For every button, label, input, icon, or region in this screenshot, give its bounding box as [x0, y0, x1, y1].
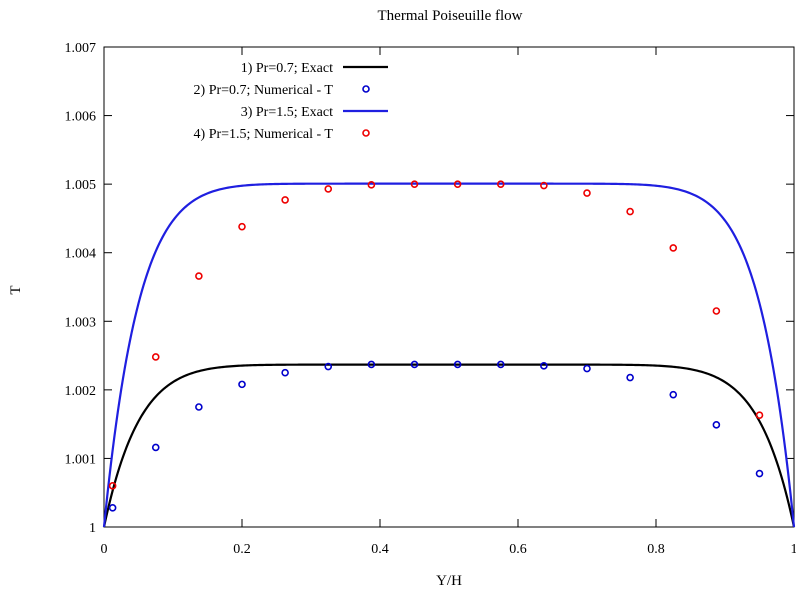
x-tick-label: 0.8	[647, 542, 665, 557]
y-axis-ticks: 1 1.001 1.002 1.003 1.004 1.005 1.006 1.007	[65, 41, 794, 536]
series-point	[755, 469, 764, 478]
series-line	[102, 182, 796, 528]
series-point	[195, 403, 203, 411]
series-layer	[102, 180, 796, 528]
series-point	[367, 360, 376, 369]
x-tick-label: 1	[791, 542, 796, 557]
series-point	[151, 353, 160, 361]
series-point	[712, 421, 721, 429]
series-point	[626, 207, 634, 216]
y-tick-label: 1.004	[65, 247, 97, 262]
series-point	[410, 180, 419, 188]
series-point	[712, 307, 721, 315]
series-point	[108, 482, 117, 490]
series-point	[626, 373, 634, 382]
plot-border	[103, 46, 795, 528]
series-point	[151, 443, 160, 452]
series-point	[755, 411, 764, 420]
y-tick-label: 1.001	[65, 452, 97, 467]
series-point	[453, 180, 462, 188]
x-tick-label: 0.2	[233, 542, 251, 557]
y-tick-label: 1.002	[65, 384, 97, 399]
chart-title: Thermal Poiseuille flow	[378, 8, 523, 24]
series-point	[669, 244, 678, 252]
series-point	[195, 272, 203, 280]
y-axis-label: T	[8, 285, 24, 294]
series-point	[540, 362, 548, 370]
series-point	[540, 181, 548, 190]
y-tick-label: 1.007	[65, 41, 97, 56]
x-tick-label: 0	[101, 542, 108, 557]
y-tick-label: 1.005	[65, 178, 97, 193]
series-point	[496, 180, 505, 188]
series-point	[238, 222, 246, 231]
series-point	[583, 364, 591, 373]
series-line	[102, 363, 796, 528]
x-tick-label: 0.4	[371, 542, 389, 557]
series-point	[583, 189, 591, 197]
series-point	[281, 196, 289, 204]
series-point	[324, 185, 333, 193]
y-tick-label: 1.003	[65, 315, 97, 330]
series-point	[281, 368, 289, 377]
legend-marker-sample	[362, 129, 370, 137]
series-point	[238, 380, 246, 389]
series-point	[453, 360, 462, 369]
series-point	[324, 362, 333, 371]
series-point	[669, 390, 678, 399]
legend-label: 4) Pr=1.5; Numerical - T	[194, 127, 334, 142]
y-tick-label: 1.006	[65, 110, 97, 125]
series-point	[108, 503, 117, 512]
legend: 1) Pr=0.7; Exact 2) Pr=0.7; Numerical - T…	[194, 61, 388, 142]
legend-label: 2) Pr=0.7; Numerical - T	[194, 83, 334, 98]
y-tick-label: 1	[89, 521, 96, 536]
x-axis-label: Y/H	[436, 573, 462, 589]
x-axis-ticks: 0 0.2 0.4 0.6 0.8 1	[101, 47, 796, 557]
series-point	[496, 360, 505, 369]
series-point	[410, 360, 419, 369]
plot-frame	[103, 46, 795, 528]
series-point	[367, 181, 376, 189]
legend-label: 3) Pr=1.5; Exact	[241, 105, 333, 120]
x-tick-label: 0.6	[509, 542, 527, 557]
legend-label: 1) Pr=0.7; Exact	[241, 61, 333, 76]
legend-marker-sample	[362, 85, 370, 93]
